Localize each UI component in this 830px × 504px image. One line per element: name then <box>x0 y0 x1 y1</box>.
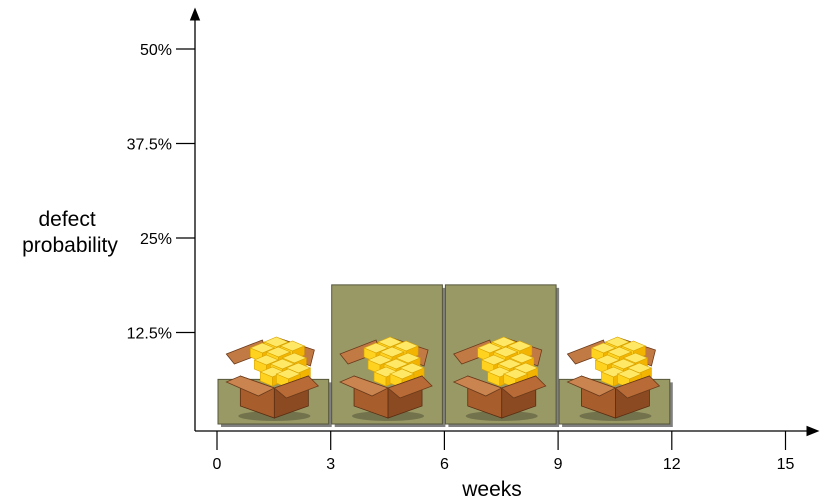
x-axis-label: weeks <box>461 478 522 501</box>
x-tick-label: 15 <box>777 456 795 473</box>
y-tick-label: 12.5% <box>127 326 172 343</box>
x-ticks: 0 3 6 9 12 15 <box>213 431 795 473</box>
package-box-icon <box>339 336 433 421</box>
y-axis-label-line-1: defect <box>38 208 95 231</box>
y-tick-label: 37.5% <box>127 137 172 154</box>
y-tick-label: 25% <box>140 231 172 248</box>
y-axis-label: defect probability <box>22 208 118 257</box>
x-tick-label: 6 <box>440 456 449 473</box>
package-box-icon <box>225 336 320 421</box>
y-axis-label-line-2: probability <box>22 234 118 257</box>
package-box-icon <box>452 336 547 421</box>
x-tick-label: 9 <box>554 456 563 473</box>
icons-layer <box>225 336 661 421</box>
x-tick-label: 0 <box>213 456 222 473</box>
y-tick-label: 50% <box>140 42 172 59</box>
x-tick-label: 3 <box>326 456 335 473</box>
x-tick-label: 12 <box>663 456 681 473</box>
package-box-icon <box>566 336 661 421</box>
y-ticks: 12.5% 25% 37.5% 50% <box>127 42 195 343</box>
